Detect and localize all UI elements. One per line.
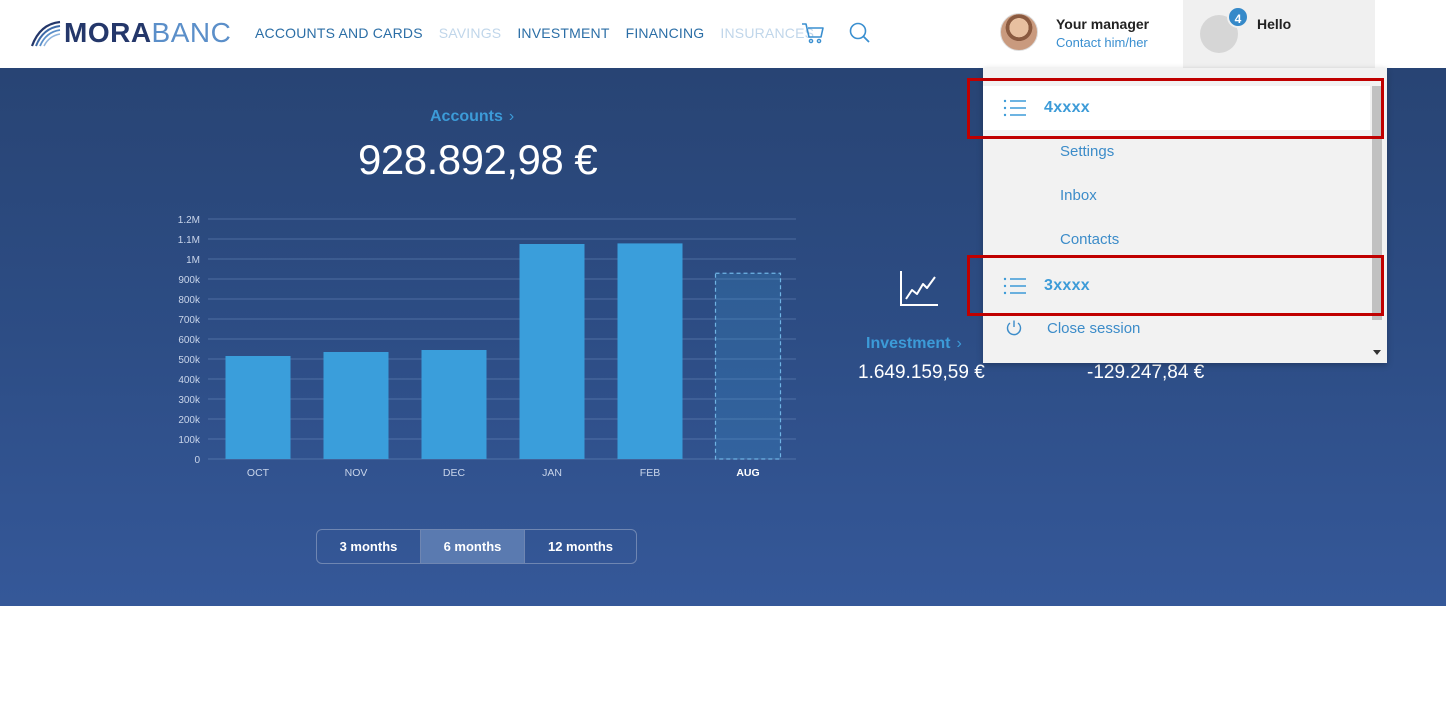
y-tick-label: 1.2M xyxy=(178,215,200,226)
list-icon xyxy=(1003,99,1026,117)
menu-contacts[interactable]: Contacts xyxy=(983,226,1370,254)
accounts-link[interactable]: Accounts › xyxy=(430,108,514,126)
search-icon[interactable] xyxy=(848,21,872,45)
accounts-balance: 928.892,98 € xyxy=(358,136,598,183)
list-icon xyxy=(1003,277,1026,295)
cart-icon[interactable] xyxy=(800,20,826,46)
menu-contacts-label: Contacts xyxy=(1060,231,1120,248)
logo-wave-icon xyxy=(30,20,61,47)
x-tick-label: DEC xyxy=(443,467,466,479)
x-tick-label: FEB xyxy=(640,467,660,479)
y-tick-label: 900k xyxy=(178,275,201,286)
x-tick-label: AUG xyxy=(736,467,759,479)
nav-financing[interactable]: FINANCING xyxy=(625,25,705,41)
account-item-4xxxx[interactable]: 4xxxx xyxy=(983,86,1370,130)
y-tick-label: 800k xyxy=(178,295,201,306)
x-tick-label: NOV xyxy=(345,467,368,479)
menu-settings[interactable]: Settings xyxy=(983,138,1370,166)
main-nav: ACCOUNTS AND CARDS SAVINGS INVESTMENT FI… xyxy=(255,24,830,42)
bar xyxy=(617,243,683,459)
nav-savings[interactable]: SAVINGS xyxy=(438,25,502,41)
investment-value: 1.649.159,59 € xyxy=(858,362,985,383)
investment-link[interactable]: Investment › xyxy=(866,335,962,353)
header: MORABANC ACCOUNTS AND CARDS SAVINGS INVE… xyxy=(0,0,1446,68)
logo-banc-text: BANC xyxy=(151,17,232,48)
manager-title: Your manager xyxy=(1056,16,1150,32)
y-tick-label: 200k xyxy=(178,415,201,426)
bar-projected xyxy=(714,272,782,460)
power-icon xyxy=(1006,320,1022,336)
bar xyxy=(519,244,585,459)
nav-insurances[interactable]: INSURANCES xyxy=(720,25,815,41)
chevron-right-icon: › xyxy=(956,335,962,352)
y-tick-label: 0 xyxy=(194,455,200,466)
manager-avatar[interactable] xyxy=(1000,13,1038,51)
morabanc-logo[interactable]: MORABANC xyxy=(30,16,231,50)
investment-chart-icon xyxy=(900,271,938,306)
y-tick-label: 300k xyxy=(178,395,201,406)
x-tick-label: OCT xyxy=(247,467,270,479)
logo-mora-text: MORA xyxy=(64,17,152,48)
account-number-label: 3xxxx xyxy=(1044,277,1090,294)
user-greeting: Hello xyxy=(1257,16,1292,32)
financing-value: -129.247,84 € xyxy=(1087,362,1205,383)
y-tick-label: 600k xyxy=(178,335,201,346)
contact-manager-link[interactable]: Contact him/her xyxy=(1056,35,1148,50)
bar xyxy=(421,350,487,459)
user-menu-toggle[interactable]: 4 Hello xyxy=(1183,0,1375,68)
period-3-months-button[interactable]: 3 months xyxy=(317,530,421,563)
y-tick-label: 400k xyxy=(178,375,201,386)
accounts-bar-chart: 0 100k 200k 300k 400k 500k 600k 700k 800k 900k 1M 1… xyxy=(178,215,796,479)
y-tick-label: 100k xyxy=(178,435,201,446)
account-number-label: 4xxxx xyxy=(1044,99,1090,116)
period-12-months-button[interactable]: 12 months xyxy=(547,539,613,554)
investment-label: Investment xyxy=(866,335,951,352)
y-tick-label: 1M xyxy=(186,255,200,266)
period-6-months-button[interactable]: 6 months xyxy=(421,530,525,563)
account-item-3xxxx[interactable]: 3xxxx xyxy=(983,264,1370,308)
x-tick-label: JAN xyxy=(542,467,562,479)
chevron-right-icon: › xyxy=(508,108,515,125)
menu-inbox-label: Inbox xyxy=(1060,187,1097,204)
bar xyxy=(225,356,291,459)
scrollbar-thumb[interactable] xyxy=(1372,86,1382,320)
bar xyxy=(323,352,389,459)
menu-settings-label: Settings xyxy=(1060,143,1115,160)
scroll-down-arrow-icon[interactable] xyxy=(1373,350,1381,355)
y-tick-label: 500k xyxy=(178,355,201,366)
accounts-label: Accounts xyxy=(430,108,503,125)
nav-investment[interactable]: INVESTMENT xyxy=(517,25,610,41)
y-tick-label: 1.1M xyxy=(178,235,200,246)
close-session-button[interactable]: Close session xyxy=(983,317,1370,345)
close-session-label: Close session xyxy=(1047,320,1141,337)
user-dropdown-menu: 4xxxx Settings Inbox Contacts 3xxxx Clos… xyxy=(983,68,1387,363)
menu-inbox[interactable]: Inbox xyxy=(983,182,1370,210)
nav-accounts-and-cards[interactable]: ACCOUNTS AND CARDS xyxy=(255,25,423,41)
y-tick-label: 700k xyxy=(178,315,201,326)
period-selector: 3 months 6 months 12 months xyxy=(316,529,637,564)
notification-badge: 4 xyxy=(1227,6,1249,28)
